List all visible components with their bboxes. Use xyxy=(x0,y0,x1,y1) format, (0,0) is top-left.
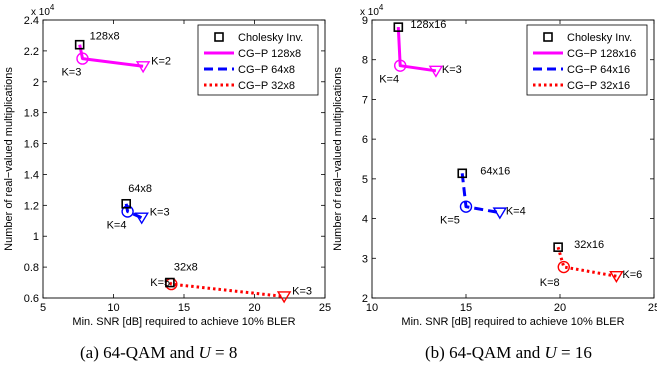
y-tick-label: 6 xyxy=(362,134,368,146)
triangle-marker xyxy=(428,65,444,78)
caption-b-suffix: = 16 xyxy=(556,343,592,362)
y-tick-label: 3 xyxy=(362,253,368,265)
caption-a-suffix: = 8 xyxy=(210,343,238,362)
y-tick-label: 2.4 xyxy=(24,15,39,27)
legend-box xyxy=(526,24,648,96)
series-end-label: K=3 xyxy=(292,285,312,297)
legend-entry: CG−P 32x8 xyxy=(238,80,295,92)
cholesky-marker xyxy=(121,198,131,209)
cholesky-label: 32x16 xyxy=(574,239,604,251)
caption-a-var: U xyxy=(198,343,211,362)
y-axis-label: Number of real−valued multiplications xyxy=(332,67,344,251)
y-exponent: x 104 xyxy=(31,3,55,18)
y-tick-label: 1 xyxy=(33,231,39,243)
cholesky-marker xyxy=(165,277,175,288)
cholesky-marker xyxy=(457,168,468,179)
caption-b-var: U xyxy=(544,343,557,362)
circle-marker xyxy=(394,59,407,72)
triangle-marker xyxy=(492,207,508,220)
series-end-label: K=3 xyxy=(150,207,170,219)
legend-swatch xyxy=(543,32,553,42)
caption-b: (b) 64-QAM and U = 16 xyxy=(425,343,592,363)
cholesky-marker xyxy=(74,39,85,50)
triangle-marker xyxy=(135,61,151,74)
x-tick-label: 25 xyxy=(648,302,657,314)
series-start-label: K=8 xyxy=(540,277,560,289)
cholesky-marker xyxy=(393,22,404,32)
cholesky-label: 64x8 xyxy=(128,183,152,195)
legend-entry: CG−P 32x16 xyxy=(567,80,630,92)
legend-swatch xyxy=(214,32,224,42)
y-tick-label: 1.6 xyxy=(24,139,39,151)
y-exponent-power: 4 xyxy=(379,3,384,12)
legend-entry: CG−P 64x8 xyxy=(238,64,295,76)
x-tick-label: 25 xyxy=(319,302,331,314)
y-tick-label: 1.2 xyxy=(24,200,39,212)
y-tick-label: 4 xyxy=(362,214,368,226)
y-tick-label: 1.4 xyxy=(24,169,39,181)
circle-marker xyxy=(459,200,473,213)
cholesky-label: 128x8 xyxy=(90,31,120,43)
series-start-label: K=4 xyxy=(107,220,127,232)
series-line xyxy=(168,281,285,298)
y-tick-label: 0.8 xyxy=(24,262,39,274)
legend-entry: Cholesky Inv. xyxy=(567,32,632,44)
caption-a-prefix: (a) 64-QAM and xyxy=(80,343,199,362)
y-tick-label: 2.2 xyxy=(24,46,39,58)
caption-a: (a) 64-QAM and U = 8 xyxy=(80,343,237,363)
y-exponent-power: 4 xyxy=(50,3,55,12)
y-tick-label: 0.6 xyxy=(24,293,39,305)
series-start-label: K=4 xyxy=(379,74,399,86)
x-tick-label: 10 xyxy=(366,302,378,314)
legend-box xyxy=(197,24,319,96)
triangle-marker xyxy=(609,270,624,284)
series-end-label: K=2 xyxy=(151,55,171,67)
x-tick-label: 20 xyxy=(554,302,566,314)
legend-entry: CG−P 128x16 xyxy=(567,48,636,60)
y-tick-label: 7 xyxy=(362,94,368,106)
x-tick-label: 5 xyxy=(40,302,46,314)
legend-entry: Cholesky Inv. xyxy=(238,32,303,44)
y-tick-label: 2 xyxy=(362,293,368,305)
y-tick-label: 9 xyxy=(362,15,368,27)
series-start-label: K=5 xyxy=(440,215,460,227)
x-axis-label: Min. SNR [dB] required to achieve 10% BL… xyxy=(401,316,624,328)
legend-entry: CG−P 64x16 xyxy=(567,64,630,76)
legend-entry: CG−P 128x8 xyxy=(238,48,301,60)
series-start-label: K=3 xyxy=(61,67,81,79)
x-tick-label: 20 xyxy=(248,302,260,314)
triangle-marker xyxy=(134,212,149,225)
y-tick-label: 8 xyxy=(362,55,368,67)
x-axis-label: Min. SNR [dB] required to achieve 10% BL… xyxy=(72,316,295,328)
chart-b: 10 15 20 25 2 3 4 5 6 7 8 9x 104 Min. SNR [dB] requi… xyxy=(332,3,657,328)
x-tick-label: 10 xyxy=(107,302,119,314)
circle-marker xyxy=(557,260,570,274)
series-line xyxy=(556,246,617,278)
circle-marker xyxy=(76,52,89,65)
cholesky-label: 32x8 xyxy=(174,262,198,274)
cholesky-label: 64x16 xyxy=(480,165,510,177)
y-tick-label: 1.8 xyxy=(24,108,39,120)
legend: Cholesky Inv. CG−P 128x8 CG−P 64x8 CG−P 32x… xyxy=(197,24,319,96)
caption-b-prefix: (b) 64-QAM and xyxy=(425,343,545,362)
cholesky-marker xyxy=(553,242,563,252)
triangle-marker xyxy=(276,291,292,304)
series-line xyxy=(396,27,437,73)
cholesky-label: 128x16 xyxy=(410,19,446,31)
series-end-label: K=4 xyxy=(506,206,526,218)
y-tick-label: 2 xyxy=(33,77,39,89)
figure: 5 10 15 20 250.60.811.21.41.61.822.22.4x 104… xyxy=(3,3,657,328)
y-exponent: x 104 xyxy=(360,3,384,18)
chart-a: 5 10 15 20 25 0.6 0.8 1 1.2 1.4 1.6 1.8 2 2.2 2.4x 104… xyxy=(3,3,331,328)
x-tick-label: 15 xyxy=(178,302,190,314)
y-axis-label: Number of real−valued multiplications xyxy=(3,67,15,251)
circle-marker xyxy=(121,205,134,218)
series-end-label: K=3 xyxy=(442,64,462,76)
y-tick-label: 5 xyxy=(362,174,368,186)
legend: Cholesky Inv. CG−P 128x16 CG−P 64x16 CG−P 3… xyxy=(526,24,648,96)
series-line xyxy=(460,173,501,215)
series-end-label: K=6 xyxy=(622,269,642,281)
x-tick-label: 15 xyxy=(460,302,472,314)
